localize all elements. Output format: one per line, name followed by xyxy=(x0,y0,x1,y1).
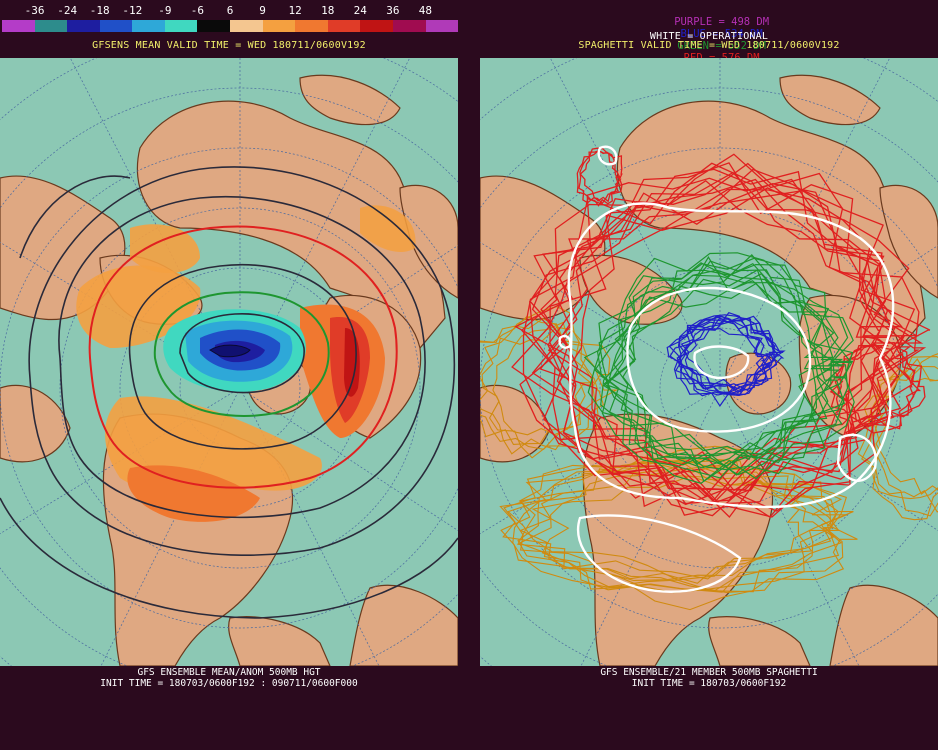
colorbar-tick-label: -24 xyxy=(57,4,78,17)
low-center xyxy=(209,344,251,358)
colorbar-tick-label: 6 xyxy=(226,4,234,17)
ensemble-mean-panel: -36 -24 -18 -12 -9 -6 6 9 12 18 24 36 48 GFSENS MEAN… xyxy=(0,0,459,750)
spaghetti-contour xyxy=(576,149,622,207)
operational-label: WHITE = OPERATIONAL xyxy=(649,31,769,42)
colorbar-tick-label: 18 xyxy=(321,4,335,17)
operational-contours xyxy=(558,145,895,593)
colorbar-swatch xyxy=(164,20,198,32)
spaghetti-contour xyxy=(598,269,844,457)
legend-blue: BLUE = 534 DM xyxy=(680,28,763,40)
spaghetti-contour xyxy=(522,162,906,506)
colorbar-swatch xyxy=(230,20,263,32)
spaghetti-contours-blue xyxy=(666,311,786,407)
spaghetti-panel: PURPLE = 498 DM BLUE = 534 DM GREEN = 55… xyxy=(480,0,938,750)
colorbar-swatch xyxy=(327,20,361,32)
colorbar-swatch xyxy=(132,20,165,32)
spaghetti-contour xyxy=(583,252,835,456)
spaghetti-footer-line2: INIT TIME = 180703/0600F192 xyxy=(631,678,787,689)
spaghetti-contour xyxy=(549,171,924,512)
spaghetti-contour xyxy=(517,462,847,593)
colorbar-tick-label: 36 xyxy=(386,4,400,17)
colorbar-labels: -36 -24 -18 -12 -9 -6 6 9 12 18 24 36 48 xyxy=(0,4,458,18)
spaghetti-contour xyxy=(608,282,855,483)
spaghetti-valid-time-title: SPAGHETTI VALID TIME = WED 180711/0600V1… xyxy=(578,40,840,51)
colorbar-tick-label: -6 xyxy=(190,4,205,17)
mean-footer-line2: INIT TIME = 180703/0600F192 : 090711/060… xyxy=(100,678,358,689)
colorbar-tick-label: -12 xyxy=(122,4,143,17)
colorbar-tick-label: 9 xyxy=(259,4,266,17)
spaghetti-contours-green xyxy=(583,252,855,484)
spaghetti-contour xyxy=(531,475,858,611)
colorbar-swatch xyxy=(425,20,459,32)
spaghetti-contour xyxy=(857,365,938,500)
spaghetti-contour xyxy=(519,460,840,593)
colorbar-swatch xyxy=(392,20,426,32)
mean-valid-time-title: GFSENS MEAN VALID TIME = WED 180711/0600… xyxy=(92,40,366,51)
spaghetti-contour xyxy=(602,262,854,467)
spaghetti-contour xyxy=(872,358,938,517)
spaghetti-contour xyxy=(500,468,837,594)
colorbar-swatch xyxy=(67,20,100,32)
colorbar-swatch xyxy=(99,20,133,32)
spaghetti-contour xyxy=(594,260,840,476)
spaghetti-contour xyxy=(676,318,785,394)
spaghetti-contour xyxy=(861,370,938,521)
colorbar-swatch xyxy=(197,20,231,32)
legend-purple: PURPLE = 498 DM xyxy=(674,16,770,28)
colorbar-tick-label: 48 xyxy=(418,4,433,17)
height-contours xyxy=(0,166,458,619)
mean-footer-line1: GFS ENSEMBLE MEAN/ANOM 500MB HGT xyxy=(137,667,321,678)
colorbar-tick-label: 24 xyxy=(353,4,367,17)
spaghetti-contour xyxy=(834,345,922,434)
spaghetti-contour xyxy=(613,263,854,469)
spaghetti-footer-line1: GFS ENSEMBLE/21 MEMBER 500MB SPAGHETTI xyxy=(600,667,818,678)
spaghetti-contour xyxy=(579,149,623,203)
spaghetti-contour xyxy=(578,147,621,205)
colorbar-swatch xyxy=(295,20,328,32)
colorbar-swatch xyxy=(262,20,296,32)
colorbar-swatch xyxy=(2,20,35,32)
spaghetti-contour xyxy=(517,456,840,593)
colorbar-tick-label: 12 xyxy=(288,4,302,17)
colorbar-tick-label: -9 xyxy=(158,4,172,17)
spaghetti-contour xyxy=(600,280,846,475)
spaghetti-map xyxy=(480,58,938,666)
colorbar-swatch xyxy=(360,20,393,32)
colorbar-tick-label: -36 xyxy=(24,4,45,17)
spaghetti-contour xyxy=(603,257,844,459)
spaghetti-contour xyxy=(684,315,786,391)
spaghetti-contour xyxy=(543,189,915,505)
ensemble-mean-map xyxy=(0,58,458,666)
colorbar-tick-label: -18 xyxy=(89,4,110,17)
legend-green: GREEN = 552 DM xyxy=(677,40,766,52)
spaghetti-contour xyxy=(668,315,772,396)
anomaly-colorbar xyxy=(2,20,459,32)
colorbar-swatch xyxy=(34,20,68,32)
spaghetti-contour xyxy=(558,187,927,518)
